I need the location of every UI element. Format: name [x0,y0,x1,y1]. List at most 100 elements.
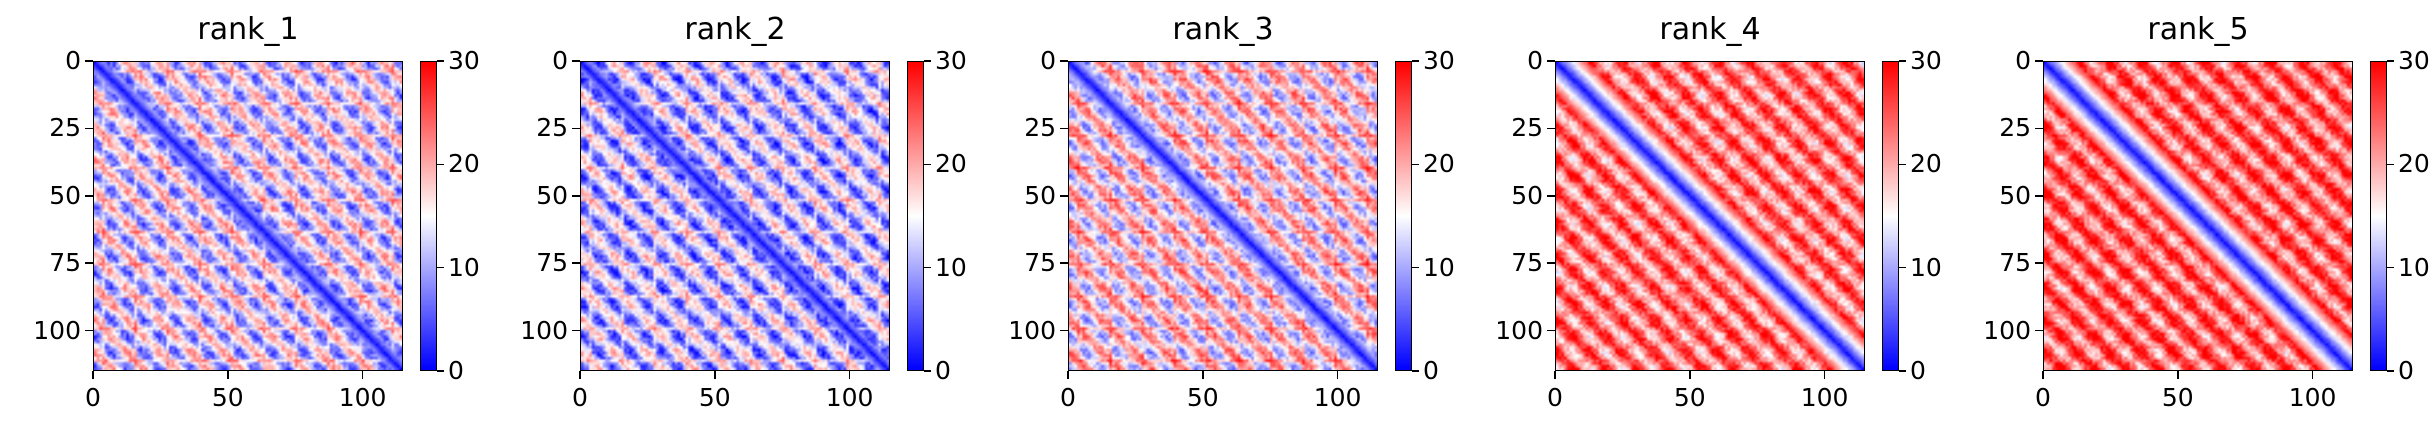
colorbar [1882,61,1899,371]
x-tick-label: 50 [1186,383,1219,412]
y-tick-label: 25 [1511,113,1543,143]
x-tick [1336,371,1339,379]
colorbar [420,61,437,371]
y-tick [2035,195,2043,197]
y-tick [1547,329,1555,332]
colorbar-tick-label: 10 [448,252,480,282]
chart-title: rank_4 [1659,12,1761,47]
colorbar-tick [1899,266,1906,269]
heatmap [580,61,890,371]
x-tick-label: 100 [825,383,874,412]
x-tick-label: 100 [2288,383,2337,412]
y-tick-label: 100 [520,315,568,345]
y-tick [1060,195,1068,197]
colorbar-tick [2387,60,2394,62]
x-tick [714,371,716,379]
y-tick [1060,127,1068,130]
colorbar-tick [437,370,444,372]
x-tick-label: 50 [211,383,244,412]
colorbar-tick [437,266,444,269]
x-tick-label: 0 [572,383,588,412]
colorbar-tick-label: 0 [935,356,951,385]
y-tick-label: 100 [1008,315,1056,345]
x-tick-label: 0 [2035,383,2051,412]
colorbar-tick [924,163,931,166]
colorbar-tick [924,60,931,62]
colorbar-tick-label: 10 [2398,252,2430,282]
x-tick [1067,371,1069,379]
colorbar-tick [437,60,444,62]
colorbar-tick [1412,60,1419,62]
chart-panel-2: rank_2 0 25 50 75 100 0 50 100 0 10 20 30 [487,0,974,438]
colorbar-tick-label: 10 [1423,252,1455,282]
colorbar-tick-label: 10 [1910,252,1942,282]
x-tick-label: 0 [85,383,101,412]
x-tick [2042,371,2044,379]
y-tick-label: 0 [1040,46,1056,75]
colorbar-tick [1412,266,1419,269]
colorbar [1395,61,1412,371]
colorbar-tick-label: 30 [1423,46,1455,75]
y-tick [1547,262,1555,264]
colorbar-tick-label: 30 [448,46,480,75]
y-tick [572,127,580,130]
colorbar-tick [924,370,931,372]
x-tick [1554,371,1556,379]
colorbar-tick-label: 0 [2398,356,2414,385]
y-tick-label: 50 [49,180,81,210]
colorbar-tick [1412,163,1419,166]
y-tick [2035,127,2043,130]
colorbar-tick [1899,60,1906,62]
colorbar-tick-label: 20 [935,149,967,179]
y-tick-label: 75 [49,248,81,278]
y-tick [572,262,580,264]
colorbar-tick [1412,370,1419,372]
y-tick-label: 75 [536,248,568,278]
heatmap [1068,61,1378,371]
y-tick [1547,60,1555,62]
colorbar-tick-label: 30 [1910,46,1942,75]
x-tick [227,371,229,379]
x-tick [361,371,364,379]
y-tick [85,60,93,62]
y-tick-label: 25 [1999,113,2031,143]
y-tick [1547,127,1555,130]
colorbar-tick [437,163,444,166]
colorbar-tick-label: 20 [2398,149,2430,179]
y-tick [85,127,93,130]
chart-panel-5: rank_5 0 25 50 75 100 0 50 100 0 10 20 30 [1950,0,2435,438]
x-tick [2311,371,2314,379]
x-tick [1202,371,1204,379]
colorbar-tick [924,266,931,269]
y-tick-label: 100 [1983,315,2031,345]
x-tick [1689,371,1691,379]
colorbar-tick-label: 20 [1423,149,1455,179]
x-tick [92,371,94,379]
x-tick [2177,371,2179,379]
colorbar-tick-label: 0 [448,356,464,385]
y-tick-label: 25 [536,113,568,143]
y-tick [2035,262,2043,264]
x-tick-label: 100 [1800,383,1849,412]
colorbar [2370,61,2387,371]
x-tick-label: 50 [2161,383,2194,412]
colorbar-tick-label: 20 [1910,149,1942,179]
y-tick-label: 75 [1024,248,1056,278]
chart-title: rank_1 [197,12,299,47]
heatmap [93,61,403,371]
y-tick [1547,195,1555,197]
x-tick [579,371,581,379]
y-tick-label: 50 [1999,180,2031,210]
y-tick-label: 75 [1511,248,1543,278]
colorbar-tick [1899,370,1906,372]
colorbar-tick-label: 10 [935,252,967,282]
chart-title: rank_5 [2147,12,2249,47]
y-tick-label: 25 [49,113,81,143]
x-tick-label: 0 [1547,383,1563,412]
colorbar-tick [2387,163,2394,166]
y-tick-label: 0 [65,46,81,75]
y-tick [572,195,580,197]
y-tick [572,329,580,332]
x-tick [1823,371,1826,379]
y-tick-label: 100 [33,315,81,345]
